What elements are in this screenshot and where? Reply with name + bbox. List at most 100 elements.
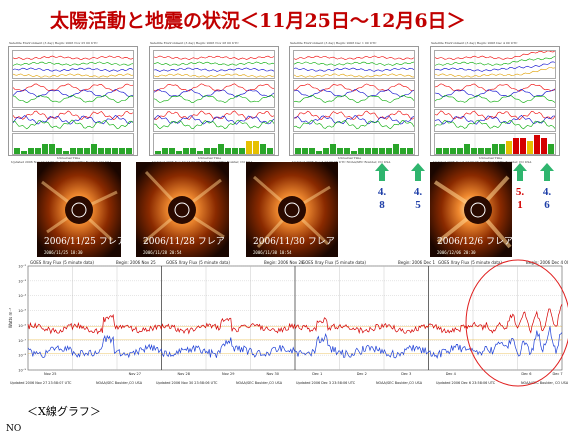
kp-bar [155,150,161,154]
photo-2-date: 2006/11/28 20:54 [143,250,182,255]
photo-3-label: 2006/11/30 フレア [253,237,335,247]
kp-bar [372,147,378,154]
satellite-panel-header: Satellite Environment (3 day) Begin: 200… [150,41,239,45]
kp-bar [197,150,203,154]
solar-photo-1: 2006/11/25 フレア 2006/11/25 18:30 [37,162,121,257]
xray-ytick: 10⁻³ [18,279,26,283]
kp-bar [436,147,442,154]
photo-4-label: 2006/12/6 フレア [437,237,512,247]
xray-header: Begin: 2006 Dec 1 [398,260,435,265]
kp-bar [393,144,399,154]
kp-bar [119,147,125,154]
xray-ytick: 10⁻⁶ [18,324,26,328]
earthquake-arrow-4 [540,163,554,181]
xray-ytick: 10⁻⁸ [18,354,26,358]
solar-photo-3: 2006/11/30 フレア 2006/11/30 10:54 [246,162,338,257]
kp-bar [464,144,470,154]
proton-flux-plot [434,50,556,79]
xray-header: GOES Xray Flux (5 minute data) [302,260,366,265]
kp-bar [84,147,90,154]
satellite-panel-4: Satellite Environment (3 day) Begin: 200… [430,41,560,164]
photo-1-label: 2006/11/25 フレア [44,237,121,247]
kp-bar [337,147,343,154]
photo-2-label: 2006/11/28 フレア [143,237,225,247]
xray-date-label: Dec 2 [357,372,367,376]
proton-flux-plot [12,50,134,79]
xray-ytick: 10⁻⁵ [18,309,26,313]
xray-ylabel: Watts m⁻² [8,307,13,328]
kp-bar [534,134,540,154]
xray-date-label: Dec 1 [312,372,322,376]
xray-header: Begin: 2006 Nov 28 [264,260,304,265]
magnitude-3-top: 5. [515,186,525,198]
kp-bar [358,147,364,154]
photo-3-date: 2006/11/30 10:54 [253,250,292,255]
kp-bar [98,147,104,154]
magnitude-1-top: 4. [377,186,387,198]
kp-bar [232,147,238,154]
kp-bar [183,147,189,154]
xray-date-label: Dec 7 [552,372,562,376]
kp-index-plot [153,133,275,155]
xray-caption: ＜X線グラフ＞ [27,405,101,418]
xray-date-label: Nov 28 [178,372,190,376]
satellite-panel-header: Satellite Environment (3 day) Begin: 200… [431,41,518,45]
kp-bar [176,150,182,154]
kp-bar [190,147,196,154]
kp-bar [499,144,505,154]
xray-date-label: Nov 27 [129,372,141,376]
kp-bar [56,147,62,154]
kp-bar [344,147,350,154]
magnitude-4-top: 4. [542,186,552,198]
kp-bar [35,147,41,154]
earthquake-arrow-2 [411,163,425,181]
kp-bar [450,147,456,154]
kp-bar [21,150,27,154]
xray-short-series [27,326,563,359]
magnetometer-plot [434,109,556,132]
kp-bar [14,147,20,154]
magnitude-1-bottom: 8 [379,199,385,211]
kp-bar [485,147,491,154]
xray-ytick: 10⁻⁹ [18,369,26,373]
xray-date-label: Nov 30 [267,372,279,376]
kp-bar [112,147,118,154]
kp-bar [204,147,210,154]
satellite-panel-2: Satellite Environment (3 day) Begin: 200… [149,41,279,164]
kp-bar [548,144,554,154]
kp-bar [527,141,533,154]
kp-bar [246,141,252,154]
magnitude-3-bottom: 1 [517,199,523,211]
proton-flux-plot [293,50,415,79]
kp-bar [77,147,83,154]
satellite-panel-header: Satellite Environment (3 day) Begin: 200… [290,41,377,45]
xray-date-label: Nov 25 [44,372,56,376]
kp-bar [49,144,55,154]
page-number: NO [6,424,22,434]
xray-header: GOES Xray Flux (5 minute data) [30,260,94,265]
kp-bar [351,150,357,154]
kp-bar [478,147,484,154]
universal-time-label: Universal Time [479,156,503,160]
magnitude-1: 4. 8 [375,186,389,212]
photo-1-date: 2006/11/25 18:30 [44,250,83,255]
earthquake-arrow-3 [513,163,527,181]
kp-bar [28,147,34,154]
kp-bar [513,138,519,154]
xray-header: Begin: 2006 Nov 25 [116,260,156,265]
kp-index-plot [12,133,134,155]
magnitude-2-top: 4. [413,186,423,198]
kp-bar [471,147,477,154]
kp-bar [211,147,217,154]
kp-bar [407,147,413,154]
xray-ytick: 10⁻⁴ [18,294,26,298]
kp-bar [225,147,231,154]
magnetometer-plot [12,109,134,132]
kp-bar [520,138,526,154]
solar-photo-4: 2006/12/6 フレア 2006/12/06 20:30 [430,162,512,257]
xray-footer: NOAA/SEC Boulder,CO USA [236,381,283,385]
kp-bar [218,144,224,154]
xray-date-label: Dec 4 [446,372,457,376]
xray-footer: Updated 2006 Nov 30 23:58:06 UTC [156,381,218,385]
kp-bar [309,147,315,154]
